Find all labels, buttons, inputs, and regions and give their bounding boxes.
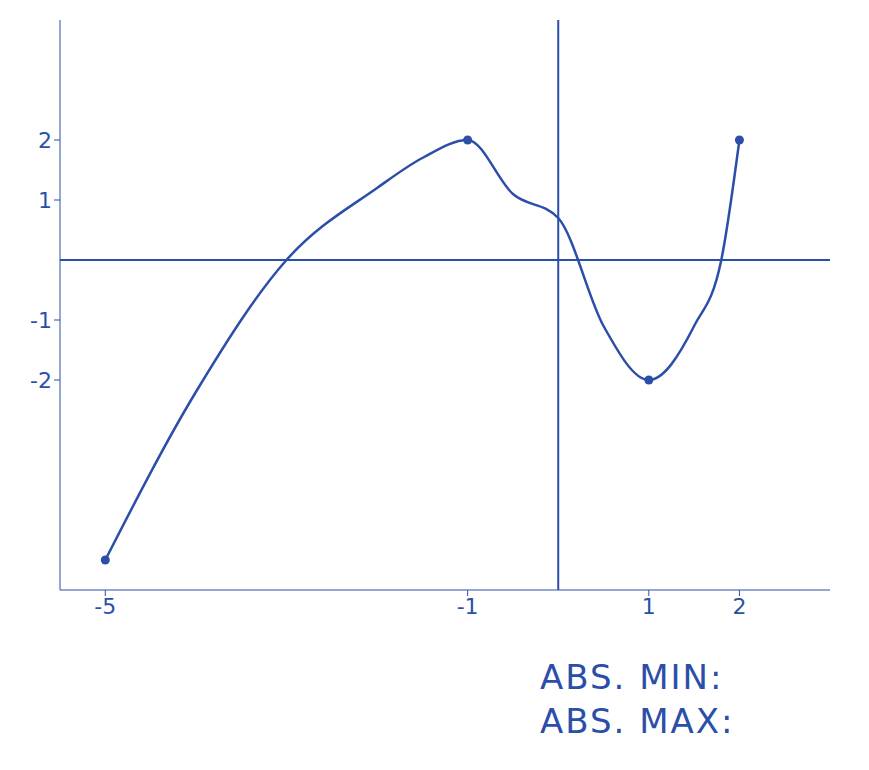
- svg-text:2: 2: [732, 594, 746, 619]
- svg-text:-1: -1: [457, 594, 479, 619]
- svg-text:1: 1: [38, 188, 52, 213]
- html-text:ABS. MIN:: ABS. MIN:: [540, 657, 724, 697]
- svg-text:-5: -5: [94, 594, 116, 619]
- html-text:ABS. MAX:: ABS. MAX:: [540, 701, 735, 741]
- svg-text:-1: -1: [30, 308, 52, 333]
- svg-text:1: 1: [642, 594, 656, 619]
- svg-text:2: 2: [38, 128, 52, 153]
- svg-text:-2: -2: [30, 368, 52, 393]
